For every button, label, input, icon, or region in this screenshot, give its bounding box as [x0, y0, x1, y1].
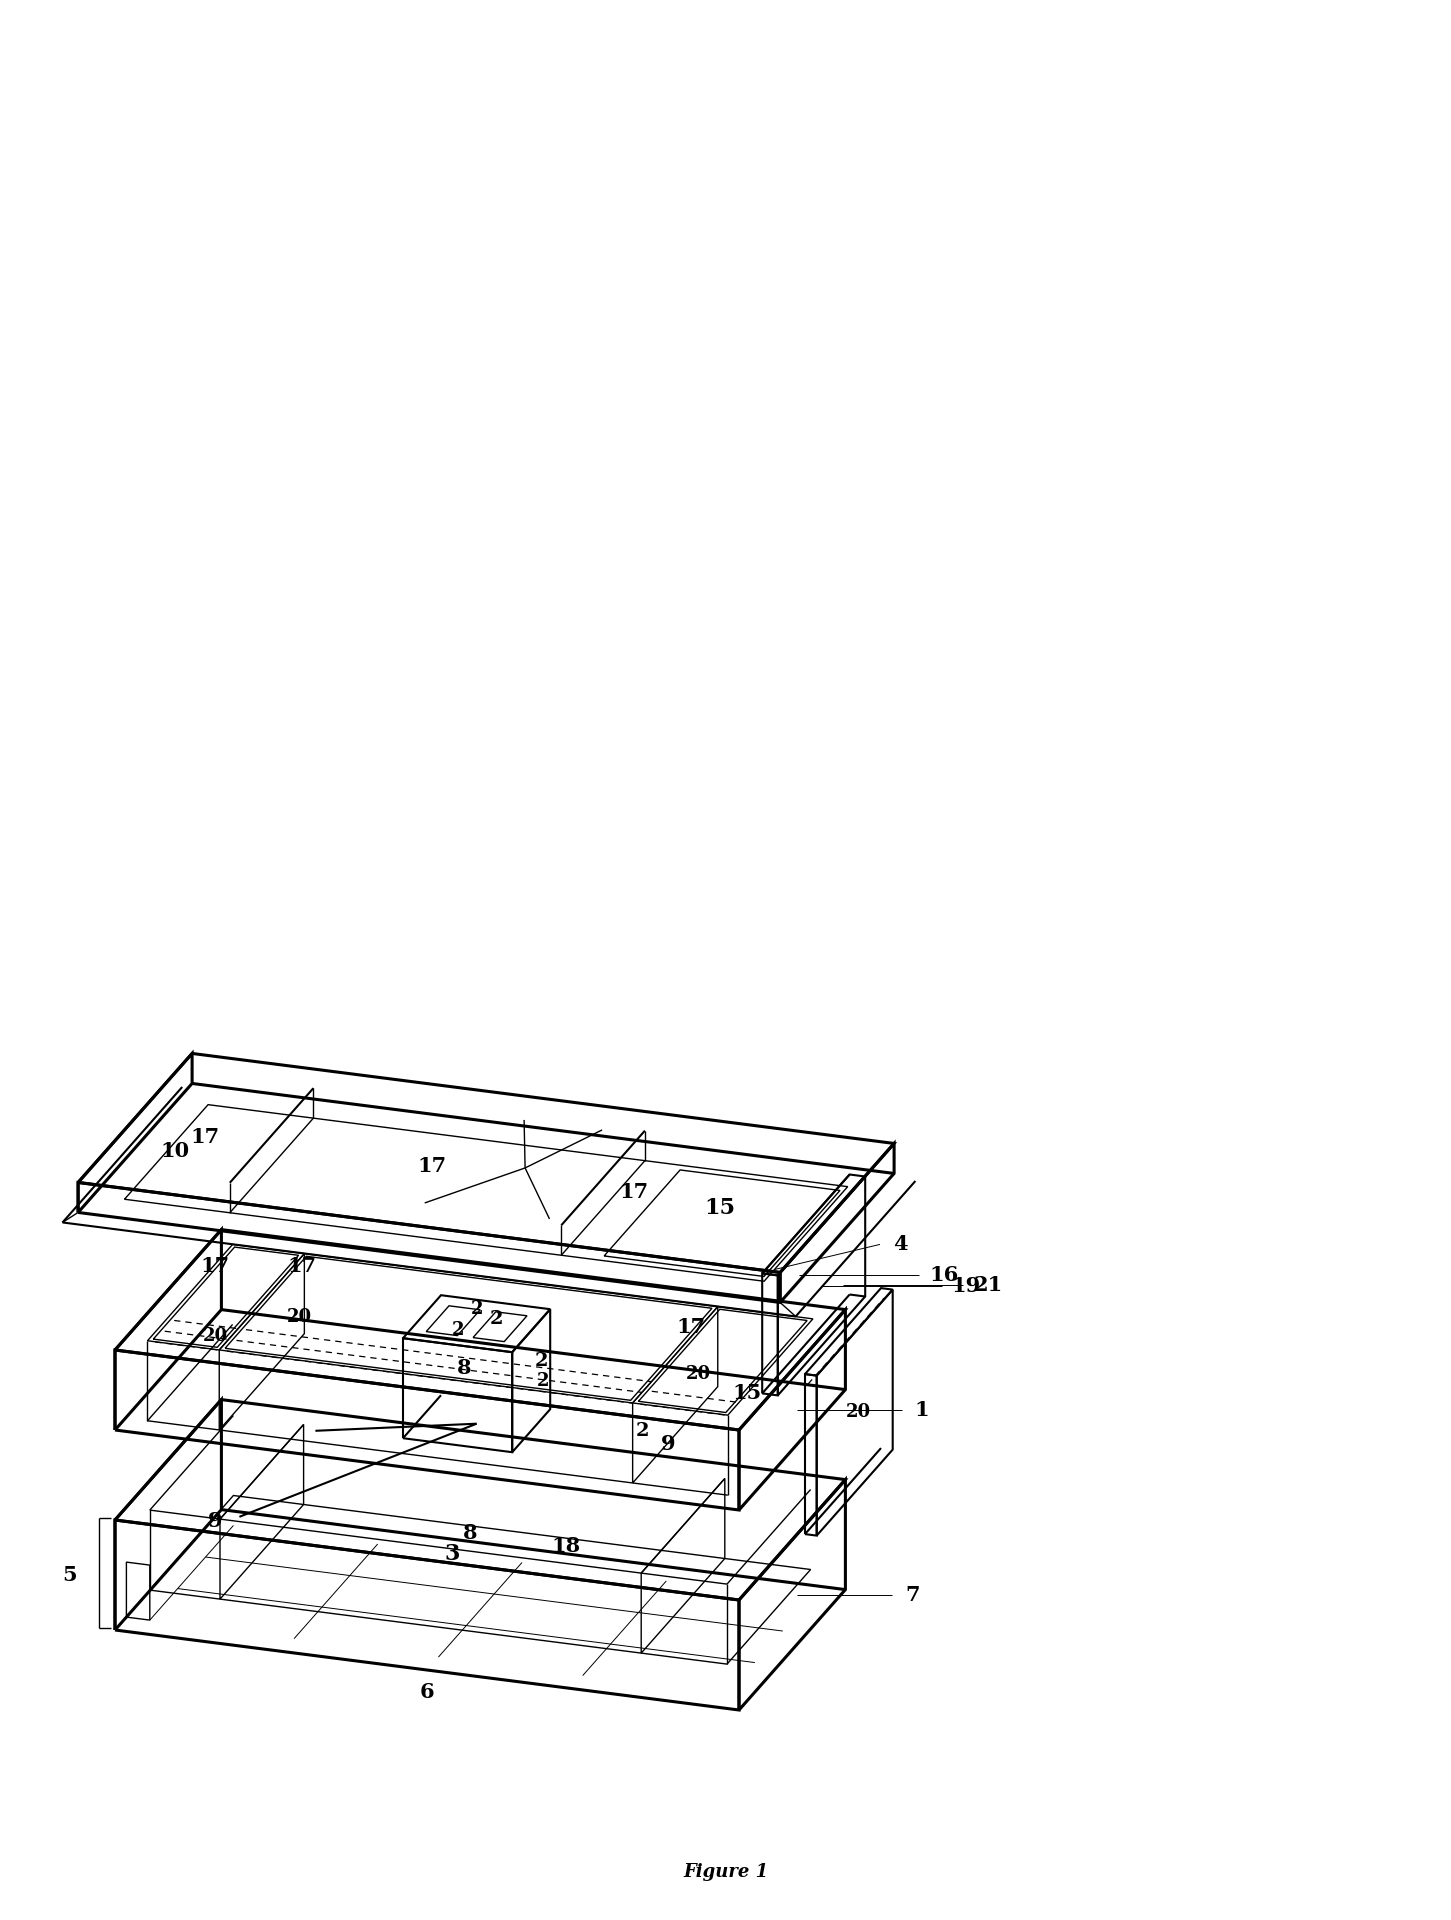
Text: 9: 9 — [207, 1511, 222, 1530]
Text: 2: 2 — [537, 1373, 550, 1390]
Text: 3: 3 — [444, 1544, 460, 1565]
Text: 20: 20 — [203, 1327, 228, 1344]
Text: 9: 9 — [660, 1434, 675, 1453]
Text: 5: 5 — [62, 1565, 77, 1586]
Text: 17: 17 — [190, 1127, 221, 1146]
Text: 17: 17 — [676, 1317, 705, 1336]
Text: 4: 4 — [892, 1235, 907, 1254]
Text: 15: 15 — [705, 1196, 736, 1219]
Text: 1: 1 — [916, 1400, 930, 1419]
Text: 2: 2 — [534, 1352, 548, 1369]
Text: 17: 17 — [416, 1156, 445, 1175]
Text: 20: 20 — [686, 1365, 711, 1382]
Text: 19: 19 — [952, 1277, 981, 1296]
Text: 6: 6 — [419, 1682, 434, 1701]
Text: 17: 17 — [287, 1256, 316, 1277]
Text: 17: 17 — [620, 1183, 649, 1202]
Text: 2: 2 — [451, 1321, 464, 1340]
Text: 21: 21 — [974, 1275, 1003, 1296]
Text: 2: 2 — [636, 1421, 650, 1440]
Text: 18: 18 — [551, 1536, 580, 1557]
Text: 10: 10 — [161, 1140, 190, 1162]
Text: 20: 20 — [286, 1308, 312, 1325]
Text: 15: 15 — [733, 1382, 762, 1404]
Text: 20: 20 — [846, 1404, 871, 1421]
Text: 2: 2 — [470, 1300, 483, 1317]
Text: 7: 7 — [905, 1584, 920, 1605]
Text: 8: 8 — [457, 1357, 472, 1379]
Text: Figure 1: Figure 1 — [683, 1862, 768, 1882]
Text: 16: 16 — [930, 1265, 959, 1284]
Text: 2: 2 — [490, 1309, 503, 1329]
Text: 17: 17 — [200, 1256, 229, 1275]
Text: 8: 8 — [463, 1523, 477, 1544]
